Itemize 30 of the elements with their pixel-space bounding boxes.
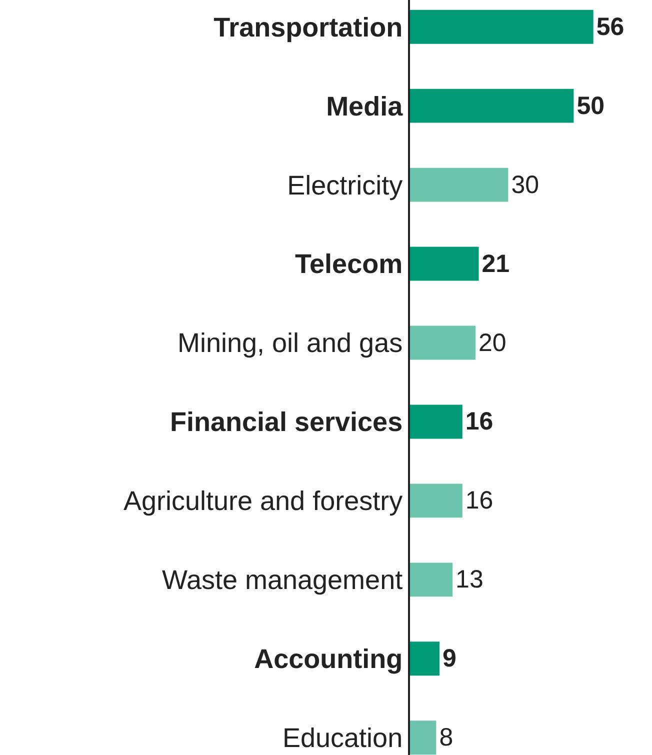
data-label: 21 — [482, 250, 510, 278]
y-tick-label: Media — [326, 91, 404, 122]
data-label: 8 — [439, 724, 454, 752]
bar — [410, 484, 462, 518]
data-label: 16 — [465, 486, 494, 515]
y-tick-label: Agriculture and forestry — [123, 486, 404, 516]
y-tick-label: Accounting — [254, 644, 403, 674]
bar — [410, 326, 476, 360]
bar — [410, 562, 453, 597]
y-tick-label: Education — [282, 723, 403, 754]
y-tick-label: Mining, oil and gas — [177, 328, 403, 358]
data-label: 50 — [576, 92, 605, 120]
y-tick-label: Telecom — [295, 249, 403, 280]
data-label: 30 — [511, 170, 540, 199]
bar — [410, 642, 440, 676]
data-label: 16 — [465, 408, 494, 436]
data-label: 13 — [456, 566, 484, 594]
bar — [410, 246, 479, 281]
y-tick-label: Electricity — [287, 170, 404, 200]
bar — [410, 404, 462, 439]
y-tick-label: Waste management — [162, 565, 404, 596]
data-label: 20 — [478, 328, 506, 357]
data-label: 9 — [442, 644, 456, 673]
bar — [410, 168, 508, 202]
data-label: 56 — [596, 12, 624, 41]
bar — [410, 10, 594, 44]
bar — [410, 720, 436, 755]
y-tick-label: Financial services — [170, 407, 403, 438]
y-tick-label: Transportation — [214, 12, 403, 42]
bar — [410, 88, 574, 123]
